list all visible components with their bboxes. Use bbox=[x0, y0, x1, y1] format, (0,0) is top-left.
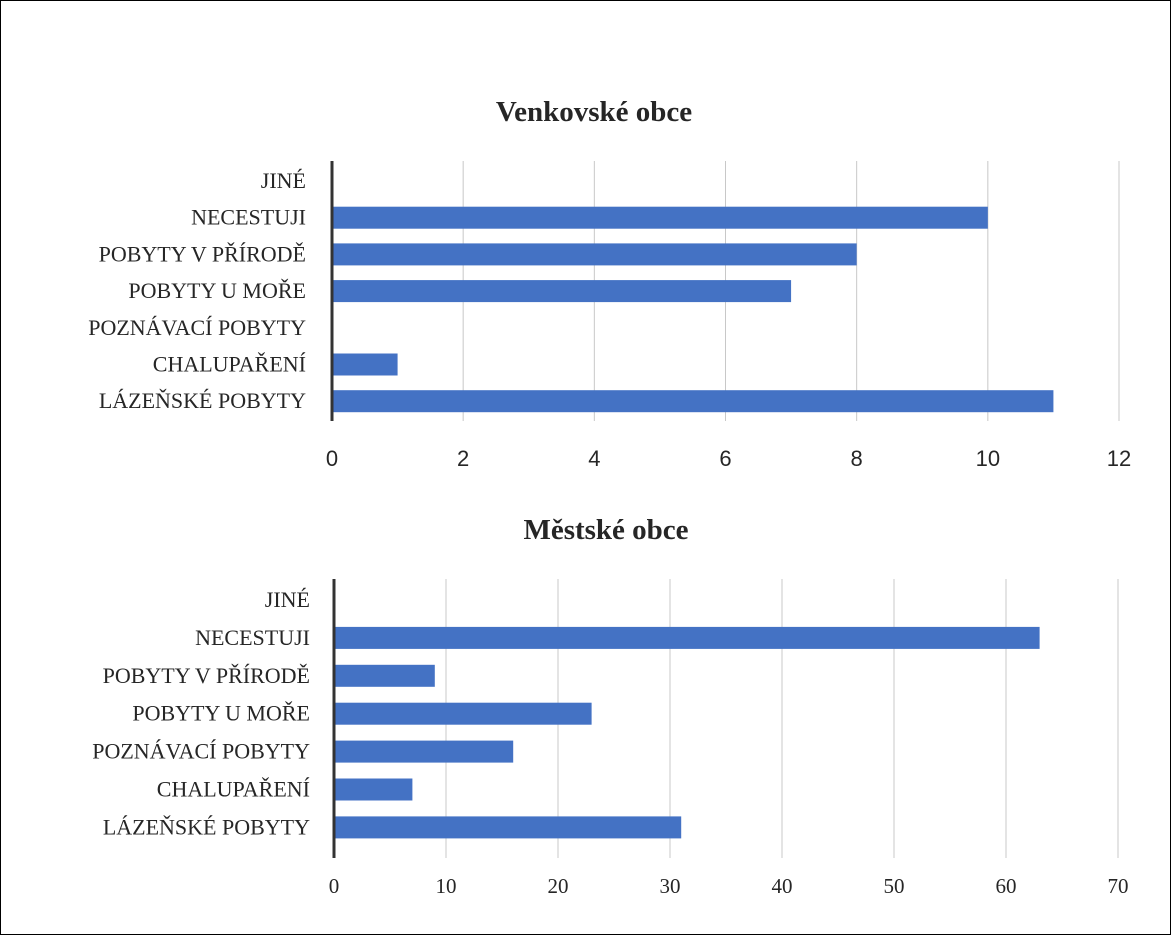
tick-label-mesto-0: 0 bbox=[329, 874, 340, 898]
tick-label-mesto-2: 20 bbox=[548, 874, 569, 898]
tick-label-venkov-2: 4 bbox=[588, 446, 600, 471]
category-label-venkov-0: JINÉ bbox=[261, 168, 306, 193]
category-label-mesto-6: LÁZEŇSKÉ POBYTY bbox=[103, 814, 310, 839]
category-label-mesto-3: POBYTY U MOŘE bbox=[132, 701, 310, 726]
category-label-mesto-1: NECESTUJI bbox=[195, 625, 310, 650]
tick-label-mesto-3: 30 bbox=[660, 874, 681, 898]
bar-venkov-2 bbox=[332, 243, 857, 266]
category-label-mesto-4: POZNÁVACÍ POBYTY bbox=[92, 739, 310, 764]
bar-venkov-1 bbox=[332, 206, 988, 229]
bar-mesto-4 bbox=[334, 740, 514, 763]
bar-mesto-1 bbox=[334, 626, 1040, 649]
bar-mesto-2 bbox=[334, 664, 435, 687]
category-label-venkov-2: POBYTY V PŘÍRODĚ bbox=[99, 241, 306, 266]
category-label-venkov-4: POZNÁVACÍ POBYTY bbox=[88, 315, 306, 340]
category-label-mesto-2: POBYTY V PŘÍRODĚ bbox=[103, 663, 310, 688]
category-label-mesto-5: CHALUPAŘENÍ bbox=[157, 777, 310, 802]
bar-mesto-5 bbox=[334, 778, 413, 801]
tick-label-venkov-6: 12 bbox=[1107, 446, 1131, 471]
chart-title-venkov: Venkovské obce bbox=[496, 96, 692, 128]
tick-label-venkov-3: 6 bbox=[719, 446, 731, 471]
tick-label-mesto-1: 10 bbox=[436, 874, 457, 898]
category-label-venkov-6: LÁZEŇSKÉ POBYTY bbox=[99, 388, 306, 413]
bar-mesto-3 bbox=[334, 702, 592, 725]
tick-label-mesto-5: 50 bbox=[884, 874, 905, 898]
tick-label-venkov-4: 8 bbox=[851, 446, 863, 471]
bar-mesto-6 bbox=[334, 816, 682, 839]
tick-label-venkov-0: 0 bbox=[326, 446, 338, 471]
category-label-venkov-3: POBYTY U MOŘE bbox=[128, 278, 306, 303]
category-label-venkov-5: CHALUPAŘENÍ bbox=[153, 352, 306, 377]
tick-label-venkov-1: 2 bbox=[457, 446, 469, 471]
category-label-mesto-0: JINÉ bbox=[265, 587, 310, 612]
tick-label-mesto-4: 40 bbox=[772, 874, 793, 898]
tick-label-mesto-6: 60 bbox=[996, 874, 1017, 898]
bar-venkov-5 bbox=[332, 353, 398, 376]
bar-venkov-6 bbox=[332, 390, 1054, 413]
tick-label-venkov-5: 10 bbox=[976, 446, 1000, 471]
chart-title-mesto: Městské obce bbox=[523, 514, 688, 546]
tick-label-mesto-7: 70 bbox=[1108, 874, 1129, 898]
bar-venkov-3 bbox=[332, 280, 792, 303]
category-label-venkov-1: NECESTUJI bbox=[191, 205, 306, 230]
